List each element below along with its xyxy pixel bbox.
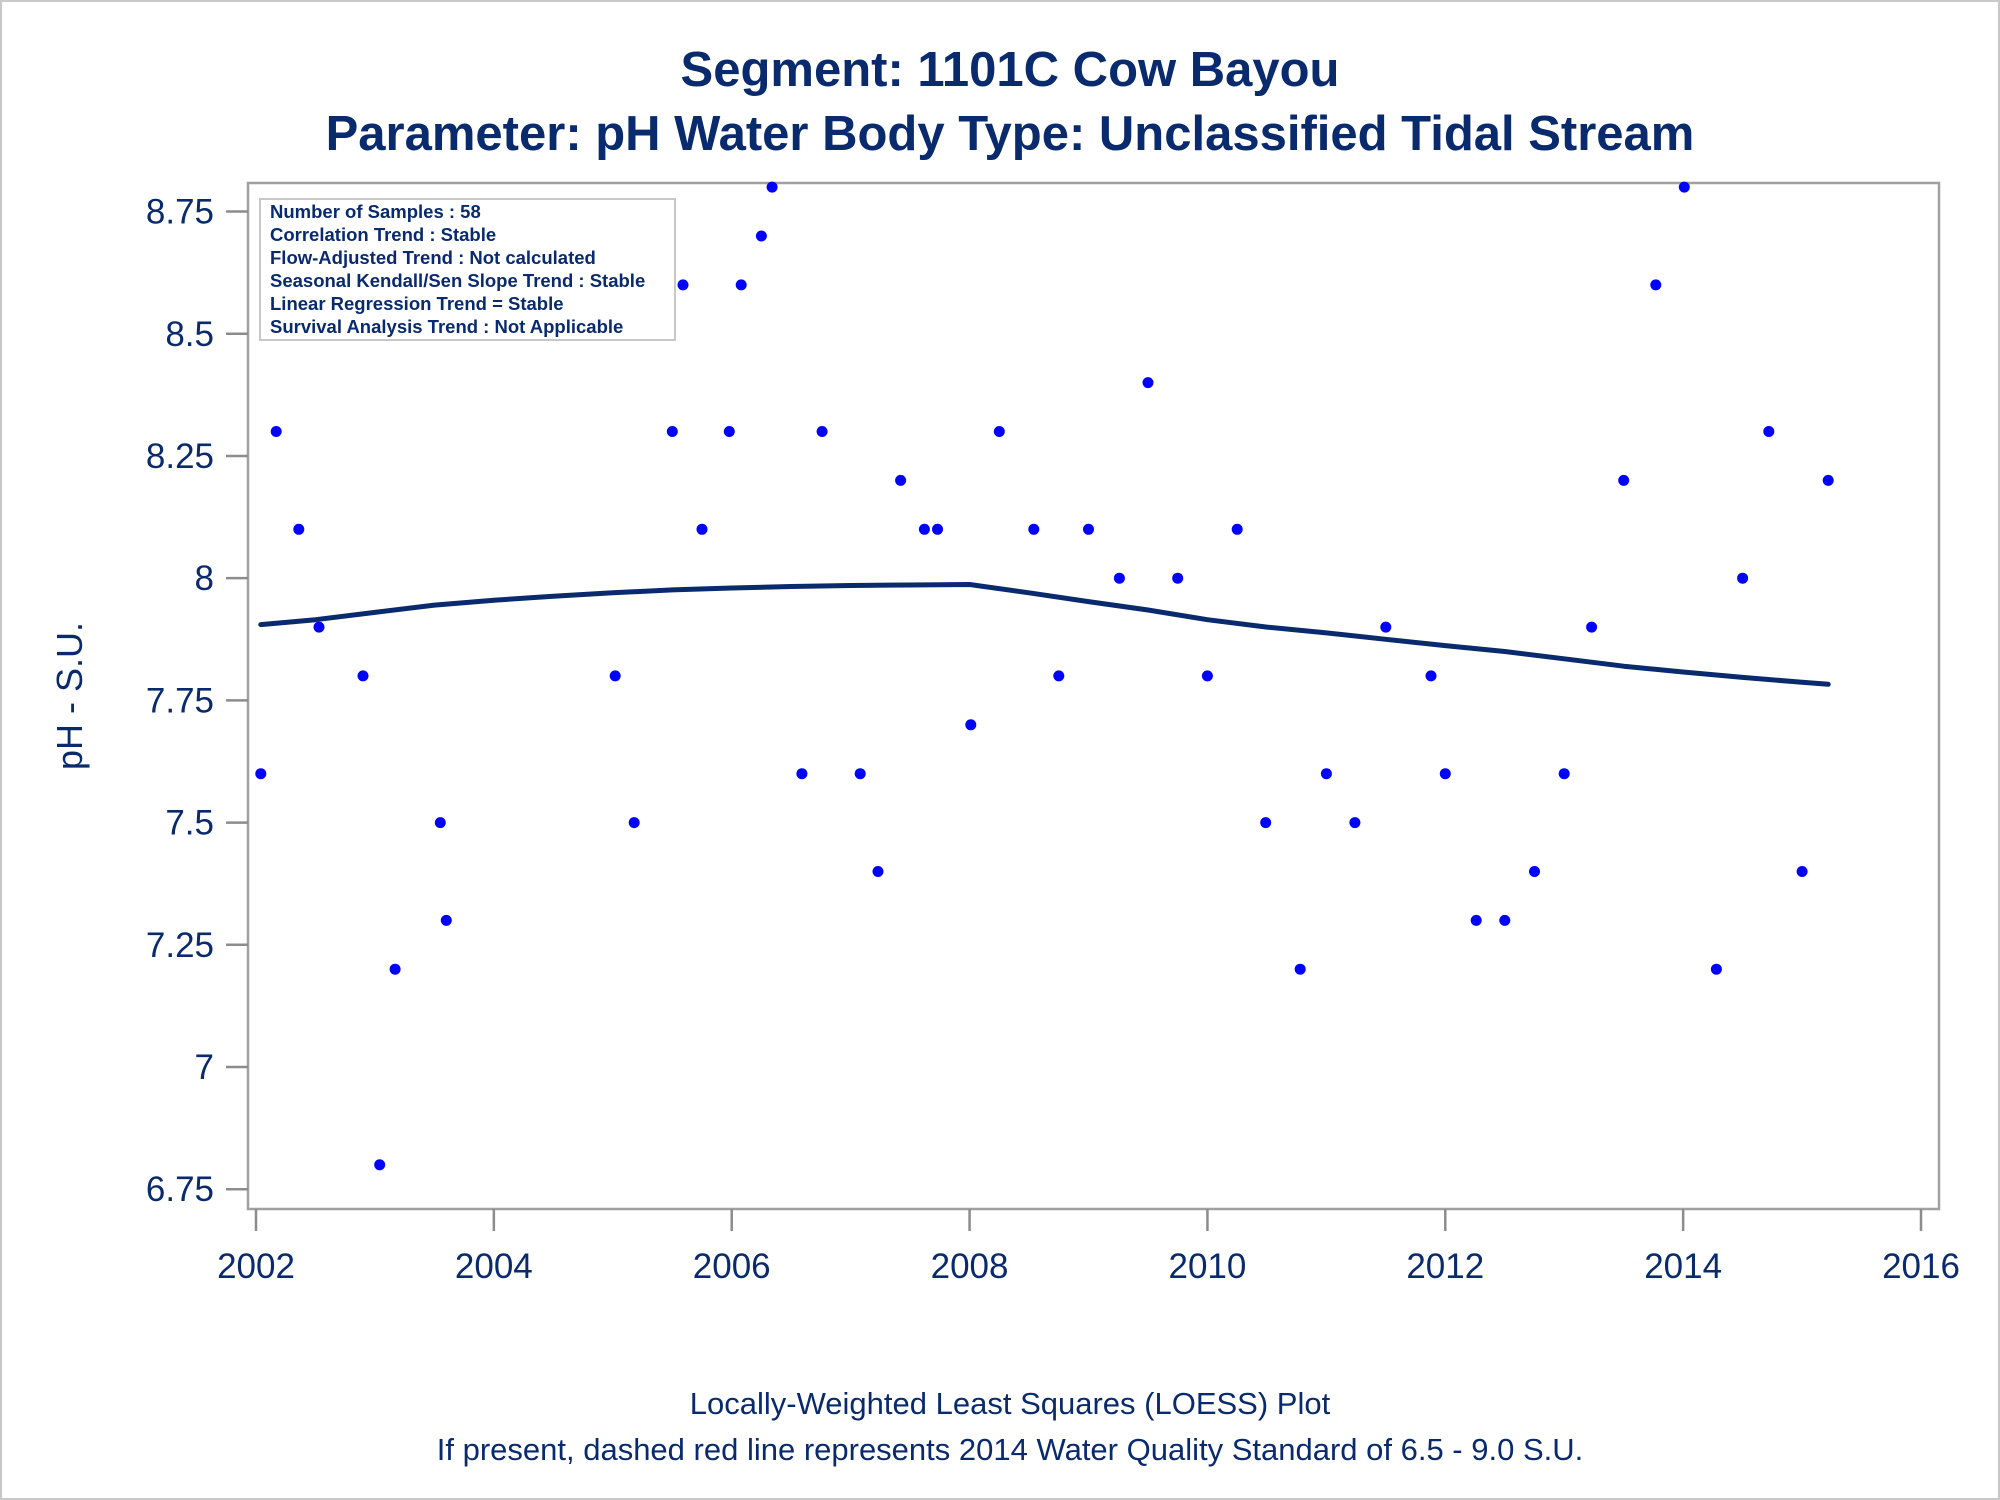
data-point-0 <box>255 768 267 780</box>
x-tick-label-0: 2002 <box>217 1247 295 1286</box>
footer-method: Locally-Weighted Least Squares (LOESS) P… <box>690 1386 1331 1421</box>
info-seasonal-kendall-trend: Seasonal Kendall/Sen Slope Trend : Stabl… <box>270 270 645 291</box>
data-point-36 <box>1201 670 1213 682</box>
data-point-31 <box>1053 670 1065 682</box>
info-flow-adjusted-trend: Flow-Adjusted Trend : Not calculated <box>270 247 596 268</box>
y-tick-label-3: 7.5 <box>165 804 214 843</box>
data-point-46 <box>1499 914 1511 926</box>
x-tick-label-2: 2006 <box>693 1247 771 1286</box>
y-tick-label-4: 7.75 <box>146 681 214 720</box>
info-box: Number of Samples : 58 Correlation Trend… <box>259 198 676 341</box>
data-point-55 <box>1763 426 1775 437</box>
data-point-38 <box>1260 817 1272 829</box>
data-point-37 <box>1231 523 1243 535</box>
data-point-19 <box>755 230 767 242</box>
data-point-29 <box>993 426 1005 437</box>
data-point-53 <box>1710 963 1722 975</box>
x-tick-label-5: 2012 <box>1406 1247 1484 1286</box>
data-point-49 <box>1586 621 1598 633</box>
data-point-7 <box>434 817 446 829</box>
x-tick-label-7: 2016 <box>1882 1247 1960 1286</box>
data-point-24 <box>872 866 884 877</box>
data-point-48 <box>1558 768 1570 780</box>
plot-area <box>246 181 1941 1211</box>
x-tick-label-3: 2008 <box>931 1247 1009 1286</box>
data-point-22 <box>816 426 828 437</box>
data-point-33 <box>1113 572 1125 584</box>
info-samples: Number of Samples : 58 <box>270 201 481 222</box>
data-point-40 <box>1320 768 1332 780</box>
data-point-35 <box>1172 572 1184 584</box>
loess-layer <box>258 582 1831 687</box>
loess-line <box>258 582 1831 687</box>
data-point-1 <box>270 426 282 437</box>
data-point-12 <box>628 817 640 829</box>
data-point-11 <box>609 670 621 682</box>
y-tick-label-0: 6.75 <box>146 1170 214 1209</box>
data-point-56 <box>1796 866 1808 877</box>
data-point-21 <box>796 768 808 780</box>
data-point-45 <box>1470 914 1482 926</box>
data-point-52 <box>1678 181 1690 193</box>
x-tick-label-4: 2010 <box>1168 1247 1246 1286</box>
data-point-51 <box>1650 279 1662 291</box>
y-tick-label-2: 7.25 <box>146 926 214 965</box>
info-linear-regression-trend: Linear Regression Trend = Stable <box>270 293 564 314</box>
data-point-41 <box>1349 817 1361 829</box>
data-point-25 <box>895 474 907 486</box>
y-axis-label: pH - S.U. <box>49 622 90 770</box>
data-point-43 <box>1425 670 1437 682</box>
chart-subtitle: Parameter: pH Water Body Type: Unclassif… <box>326 107 1695 161</box>
data-point-30 <box>1028 523 1040 535</box>
data-point-44 <box>1439 768 1451 780</box>
data-point-42 <box>1380 621 1392 633</box>
y-tick-label-1: 7 <box>195 1048 214 1087</box>
data-point-23 <box>854 768 866 780</box>
data-point-14 <box>666 426 678 437</box>
info-correlation-trend: Correlation Trend : Stable <box>270 224 496 245</box>
data-point-15 <box>677 279 689 291</box>
data-point-54 <box>1737 572 1749 584</box>
data-point-57 <box>1822 474 1834 486</box>
data-point-27 <box>932 523 943 535</box>
data-point-18 <box>735 279 747 291</box>
footer-standard-note: If present, dashed red line represents 2… <box>437 1432 1584 1467</box>
data-point-5 <box>374 1159 386 1171</box>
data-point-47 <box>1529 866 1540 877</box>
data-point-28 <box>965 719 977 731</box>
data-point-26 <box>918 523 930 535</box>
data-point-20 <box>766 181 778 193</box>
y-tick-label-5: 8 <box>195 559 214 598</box>
x-tick-label-6: 2014 <box>1644 1247 1722 1286</box>
y-axis: 6.75 7 7.25 7.5 7.75 8 8.25 8.5 8.75 <box>146 193 248 1209</box>
info-box-frame <box>259 198 676 341</box>
data-point-4 <box>357 670 369 682</box>
data-point-3 <box>313 621 325 633</box>
data-point-16 <box>696 523 708 535</box>
y-tick-label-6: 8.25 <box>146 437 214 476</box>
x-tick-label-1: 2004 <box>455 1247 533 1286</box>
data-point-6 <box>389 963 401 975</box>
chart-title: Segment: 1101C Cow Bayou <box>681 43 1340 97</box>
y-tick-label-7: 8.5 <box>165 315 214 354</box>
data-point-17 <box>723 426 735 437</box>
x-axis: 2002 2004 2006 2008 2010 2012 2014 2016 <box>217 1209 1960 1286</box>
data-point-34 <box>1142 377 1154 389</box>
data-point-32 <box>1083 523 1094 535</box>
data-point-50 <box>1618 474 1630 486</box>
data-point-39 <box>1294 963 1306 975</box>
y-tick-label-8: 8.75 <box>146 193 214 232</box>
data-point-2 <box>293 523 305 535</box>
data-point-8 <box>440 914 452 926</box>
info-survival-analysis-trend: Survival Analysis Trend : Not Applicable <box>270 316 623 337</box>
